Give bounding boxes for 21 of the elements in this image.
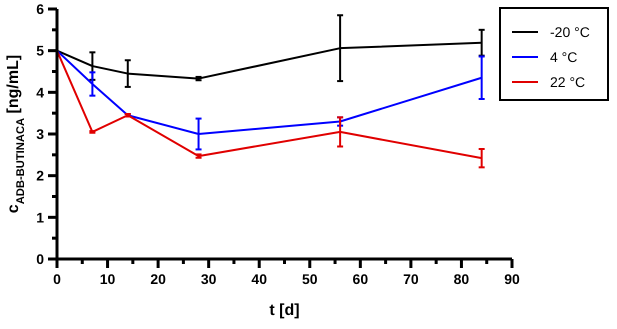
x-tick-label: 20 bbox=[150, 271, 166, 287]
x-axis-title: t [d] bbox=[269, 302, 300, 319]
legend-label: 22 °C bbox=[550, 74, 586, 90]
x-tick-label: 30 bbox=[200, 271, 217, 287]
y-tick-label: 5 bbox=[36, 42, 44, 59]
x-tick-label: 60 bbox=[352, 271, 368, 287]
legend-label: 4 °C bbox=[550, 49, 578, 65]
x-tick-label: 90 bbox=[504, 271, 520, 287]
x-tick-label: 10 bbox=[100, 271, 116, 287]
y-tick-label: 1 bbox=[36, 209, 44, 226]
x-tick-label: 80 bbox=[454, 271, 470, 287]
x-tick-label: 40 bbox=[251, 271, 268, 287]
y-tick-label: 6 bbox=[36, 1, 44, 17]
x-tick-label: 70 bbox=[403, 271, 419, 287]
y-tick-label: 3 bbox=[36, 126, 44, 142]
y-tick-label: 0 bbox=[36, 251, 44, 267]
y-tick-label: 2 bbox=[36, 168, 44, 184]
x-tick-label: 0 bbox=[53, 271, 62, 287]
y-tick-label: 4 bbox=[36, 84, 44, 100]
x-tick-label: 50 bbox=[302, 271, 318, 287]
legend-label: -20 °C bbox=[550, 24, 590, 40]
